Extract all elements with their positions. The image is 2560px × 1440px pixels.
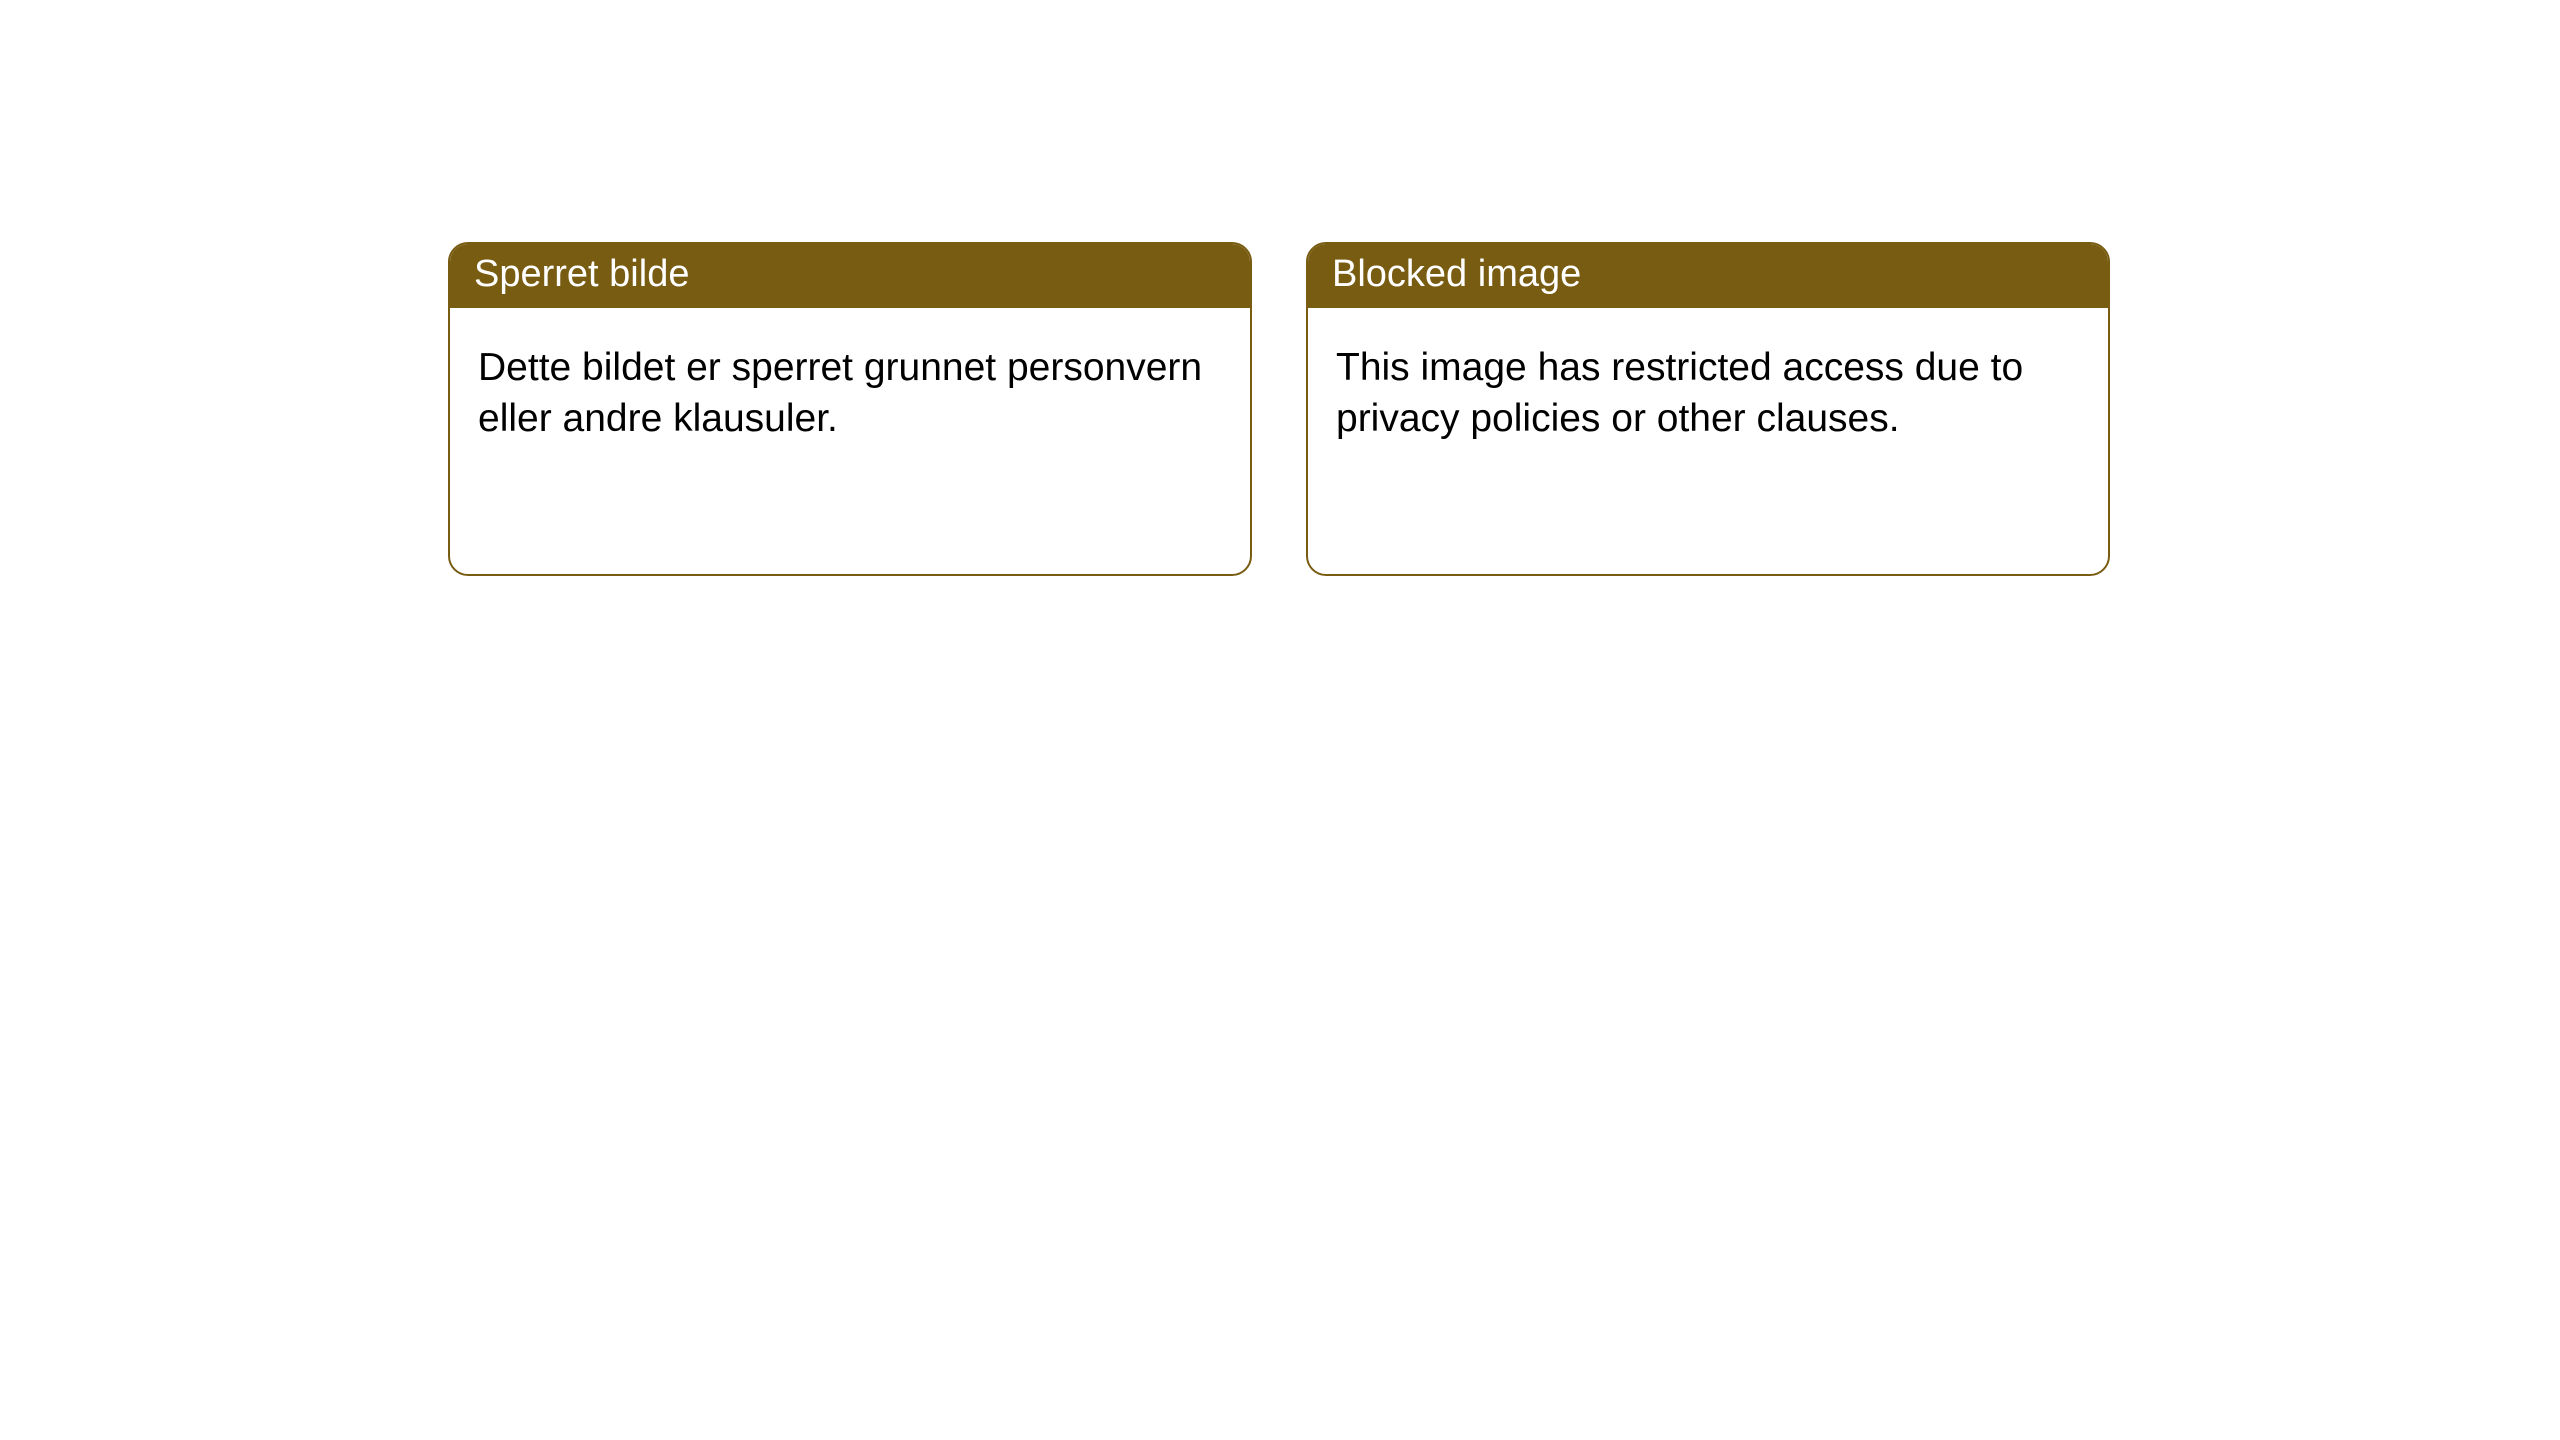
notice-box-norwegian: Sperret bilde Dette bildet er sperret gr… <box>448 242 1252 576</box>
notice-header-norwegian: Sperret bilde <box>450 244 1250 308</box>
notice-box-english: Blocked image This image has restricted … <box>1306 242 2110 576</box>
notice-header-english: Blocked image <box>1308 244 2108 308</box>
notice-body-norwegian: Dette bildet er sperret grunnet personve… <box>450 308 1250 469</box>
notice-container: Sperret bilde Dette bildet er sperret gr… <box>448 242 2110 576</box>
notice-body-english: This image has restricted access due to … <box>1308 308 2108 469</box>
